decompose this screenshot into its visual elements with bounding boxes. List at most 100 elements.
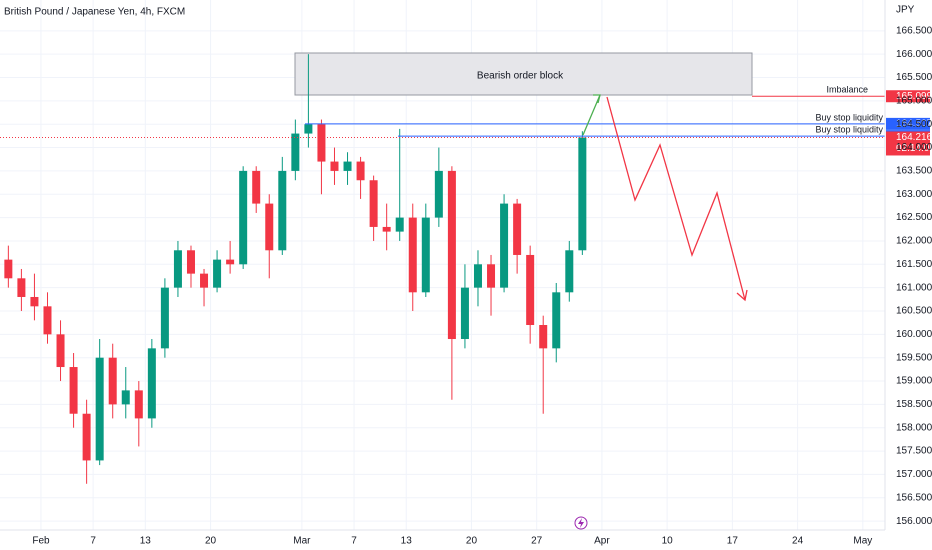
y-tick-label: 165.500 [896,72,932,83]
y-tick-label: 161.500 [896,259,932,270]
x-tick-label: Mar [293,536,311,547]
candle-body [252,170,261,204]
x-tick-label: 7 [90,536,96,547]
x-tick-label: 20 [205,536,217,547]
axes: 156.000 156.500 157.000 157.500 158.000 158.5… [32,25,932,546]
y-tick-label: 160.500 [896,306,932,317]
x-tick-label: 13 [140,536,152,547]
y-tick-label: 158.000 [896,422,932,433]
y-tick-label: 158.500 [896,399,932,410]
y-tick-label: 161.000 [896,282,932,293]
event-icon[interactable] [574,516,588,530]
candle-body [30,296,39,307]
y-tick-label: 156.500 [896,492,932,503]
x-tick-label: Apr [594,536,610,547]
y-tick-label: 157.500 [896,446,932,457]
candle-body [226,259,235,265]
candle-body [304,124,313,134]
x-tick-label: 17 [727,536,739,547]
candle-body [17,278,26,297]
candle-body [108,357,117,405]
event-icon-bolt [578,518,584,528]
y-tick-label: 164.000 [896,142,932,153]
candle-body [473,264,482,288]
chart-title: British Pound / Japanese Yen, 4h, FXCM [4,7,185,18]
candle-body [539,325,548,349]
candle-body [317,124,326,162]
y-tick-label: 165.000 [896,96,932,107]
arrow-head [736,289,748,302]
level-label: Imbalance [826,85,868,95]
last-price-label: 164.216 [896,132,932,143]
candle-body [265,203,274,251]
projection-down [606,96,746,301]
levels: Imbalance 165.099 Buy stop liquidity 164.50… [0,85,932,156]
price-tag-label: 165.099 [896,91,932,102]
price-tag [886,131,930,156]
y-tick-label: 163.500 [896,166,932,177]
y-tick-label: 166.500 [896,25,932,36]
y-tick-label: 159.000 [896,376,932,387]
candle-body [343,161,352,171]
x-tick-label: Feb [32,536,50,547]
candle-body [421,217,430,293]
candle-body [565,250,574,293]
candle-body [578,137,587,251]
candle-body [69,367,78,414]
candle-body [356,161,365,181]
candle-body [239,170,248,265]
candle-body [160,287,169,349]
x-tick-label: 10 [662,536,674,547]
y-tick-label: 157.000 [896,469,932,480]
candle-body [147,348,156,419]
arrow-head [593,94,601,104]
candles [4,54,587,484]
countdown: 02:14:04 [896,143,932,154]
price-tag-label: 164.507 [896,119,932,130]
level-label: Buy stop liquidity [815,112,883,122]
candle-body [395,217,404,232]
candle-body [382,226,391,232]
candle-body [408,217,417,293]
y-tick-label: 164.500 [896,119,932,130]
candle-body [186,250,195,274]
candle-body [56,334,65,368]
candle-body [330,161,339,171]
candle-body [200,273,209,288]
candle-body [369,180,378,227]
candle-body [43,306,52,335]
projection-up [582,94,601,136]
candle-body [278,170,287,251]
x-tick-label: 13 [401,536,413,547]
order-block-label: Bearish order block [477,71,564,82]
x-tick-label: 20 [466,536,478,547]
y-tick-label: 156.000 [896,516,932,527]
x-tick-label: 24 [792,536,804,547]
candle-body [460,287,469,340]
candle-body [82,413,91,461]
currency: JPY [896,5,915,16]
candle-body [95,357,104,461]
candle-body [434,170,443,218]
price-tag [886,117,930,130]
candle-body [500,203,509,288]
level-label: Buy stop liquidity [815,124,883,134]
x-tick-label: 27 [531,536,543,547]
candle-body [291,133,300,171]
y-tick-label: 159.500 [896,352,932,363]
y-tick-label: 162.000 [896,236,932,247]
candle-body [487,264,496,288]
candle-body [4,259,13,279]
y-tick-label: 162.500 [896,212,932,223]
candle-body [513,203,522,255]
x-tick-label: 7 [351,536,357,547]
price-tag [886,90,930,103]
y-tick-label: 166.000 [896,49,932,60]
y-tick-label: 163.000 [896,189,932,200]
order-block [294,52,753,96]
candle-body [134,390,143,419]
candle-body [552,292,561,349]
y-tick-label: 160.000 [896,329,932,340]
